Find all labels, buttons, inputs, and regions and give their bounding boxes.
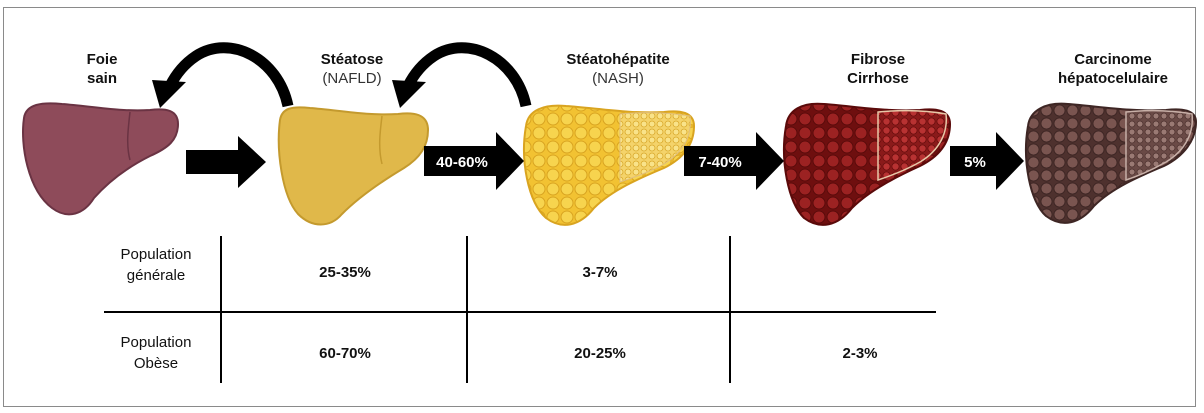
liver-healthy-icon	[22, 102, 180, 216]
stage-title-healthy: Foie sain	[62, 50, 142, 88]
stage-title-line2: sain	[86, 70, 117, 87]
row-label-line1: Population	[120, 246, 192, 263]
table-cell: 2-3%	[842, 345, 878, 362]
arrow-label-5: 5%	[964, 154, 986, 171]
stage-title-fibrosis: Fibrose Cirrhose	[818, 50, 938, 88]
stage-title-carcinoma: Carcinome hépatocelulaire	[1028, 50, 1198, 88]
stage-subtitle: (NAFLD)	[322, 70, 382, 87]
table-cell: 20-25%	[574, 345, 626, 362]
stage-title-line1: Stéatose	[320, 51, 384, 68]
liver-nash-icon	[523, 104, 696, 226]
figure-frame	[3, 7, 1196, 407]
arrow-label-7-40: 7-40%	[698, 154, 741, 171]
table-cell: 25-35%	[319, 264, 371, 281]
liver-steatosis-icon	[277, 106, 430, 226]
table-cell: 60-70%	[319, 345, 371, 362]
row-label-line2: générale	[126, 267, 186, 284]
stage-title-line2: hépatocelulaire	[1057, 70, 1169, 87]
progression-arrow-1	[186, 136, 266, 188]
table-grid	[104, 236, 936, 383]
stage-subtitle: (NASH)	[592, 70, 644, 87]
stage-title-steatosis: Stéatose (NAFLD)	[292, 50, 412, 88]
reverse-arrow-2-icon	[392, 42, 532, 108]
arrow-label-40-60: 40-60%	[436, 154, 488, 171]
liver-carcinoma-icon	[1025, 102, 1198, 224]
progression-arrow-2: 40-60%	[424, 132, 524, 190]
row-label-general: Population générale	[100, 244, 212, 286]
progression-arrow-3: 7-40%	[684, 132, 784, 190]
liver-fibrosis-icon	[783, 102, 952, 226]
row-label-line2: Obèse	[133, 355, 179, 372]
progression-arrow-4: 5%	[950, 132, 1024, 190]
stage-title-line1: Carcinome	[1074, 51, 1152, 68]
stage-title-nash: Stéatohépatite (NASH)	[528, 50, 708, 88]
reverse-arrow-1-icon	[152, 42, 294, 108]
row-label-line1: Population	[120, 334, 192, 351]
stage-title-line1: Stéatohépatite	[566, 51, 670, 68]
stage-title-line1: Foie	[86, 51, 118, 68]
stage-title-line1: Fibrose	[850, 51, 906, 68]
table-cell: 3-7%	[582, 264, 618, 281]
row-label-obese: Population Obèse	[100, 332, 212, 374]
stage-title-line2: Cirrhose	[847, 70, 909, 87]
